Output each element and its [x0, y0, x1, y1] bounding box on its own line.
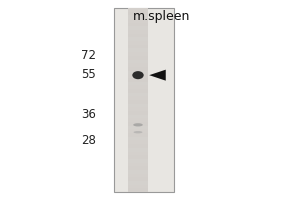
Bar	[128, 63, 148, 67]
Bar	[128, 52, 148, 56]
Bar	[128, 188, 148, 192]
Bar	[128, 122, 148, 126]
Text: 28: 28	[81, 134, 96, 147]
Bar	[128, 170, 148, 174]
Bar	[128, 115, 148, 118]
Bar	[128, 185, 148, 188]
Bar	[128, 60, 148, 63]
Bar	[128, 129, 148, 133]
Bar	[128, 181, 148, 185]
Bar	[128, 56, 148, 60]
Bar	[128, 8, 148, 12]
Bar	[128, 67, 148, 71]
Bar	[128, 155, 148, 159]
Bar	[128, 19, 148, 23]
Bar	[128, 118, 148, 122]
Bar	[128, 15, 148, 19]
Bar	[128, 152, 148, 155]
Ellipse shape	[133, 123, 143, 126]
Bar	[128, 177, 148, 181]
Text: 72: 72	[81, 49, 96, 62]
Bar	[128, 104, 148, 107]
Bar	[128, 133, 148, 137]
Bar	[128, 37, 148, 41]
Bar	[128, 100, 148, 104]
Bar	[128, 144, 148, 148]
Bar	[128, 159, 148, 163]
Bar	[128, 174, 148, 177]
Bar	[128, 126, 148, 129]
Bar	[128, 89, 148, 93]
Bar	[128, 74, 148, 78]
Bar	[128, 93, 148, 96]
Text: 55: 55	[81, 68, 96, 81]
Bar	[128, 23, 148, 26]
Bar	[128, 96, 148, 100]
Bar	[128, 34, 148, 37]
Bar	[114, 8, 174, 192]
Bar	[128, 111, 148, 115]
Bar	[128, 82, 148, 85]
Bar	[128, 71, 148, 74]
Ellipse shape	[134, 131, 142, 133]
Bar	[128, 45, 148, 48]
Bar	[128, 12, 148, 15]
Polygon shape	[149, 70, 166, 81]
Bar	[128, 163, 148, 166]
Bar	[128, 26, 148, 30]
Bar	[128, 85, 148, 89]
Bar	[128, 78, 148, 82]
Bar	[128, 30, 148, 34]
Bar	[128, 48, 148, 52]
Bar	[128, 137, 148, 140]
Bar	[128, 107, 148, 111]
Bar	[128, 166, 148, 170]
Ellipse shape	[132, 71, 144, 79]
Bar	[128, 148, 148, 152]
Bar	[128, 8, 148, 192]
Text: 36: 36	[81, 108, 96, 121]
Bar	[128, 41, 148, 45]
Text: m.spleen: m.spleen	[133, 10, 191, 23]
Bar	[128, 140, 148, 144]
